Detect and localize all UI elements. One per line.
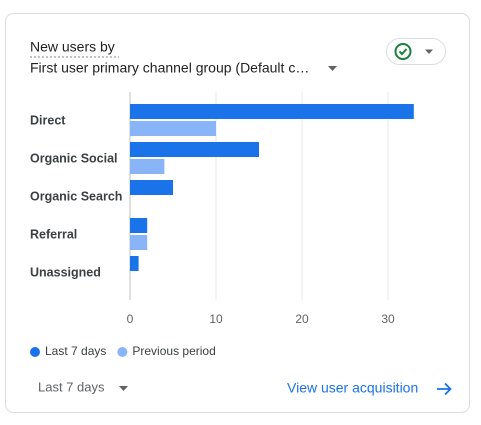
bar xyxy=(130,159,165,174)
x-tick-label: 30 xyxy=(381,312,395,326)
check-mark xyxy=(398,48,408,56)
link-arrow xyxy=(437,382,452,396)
category-label: Direct xyxy=(30,113,66,127)
x-tick-label: 0 xyxy=(127,312,134,326)
bar xyxy=(130,104,414,119)
view-link[interactable]: View user acquisition xyxy=(287,380,452,396)
date-range: Last 7 days xyxy=(38,379,105,394)
bar xyxy=(130,121,216,136)
legend-swatch xyxy=(117,347,128,357)
legend-label: Previous period xyxy=(132,344,215,358)
category-label: Referral xyxy=(30,227,77,241)
category-label: Organic Social xyxy=(30,151,118,165)
category-label: Organic Search xyxy=(30,189,122,203)
card-title: New users by xyxy=(30,39,115,55)
bar xyxy=(130,235,148,250)
category-label: Unassigned xyxy=(30,265,101,279)
date-caret xyxy=(119,386,128,391)
date-range-dropdown[interactable]: Last 7 days xyxy=(38,379,128,394)
status-caret xyxy=(425,49,433,54)
bar xyxy=(130,142,259,157)
status-button[interactable] xyxy=(386,38,446,65)
dimension-label: First user primary channel group (Defaul… xyxy=(30,60,309,76)
legend-swatch xyxy=(30,347,40,357)
dimension-dropdown[interactable]: First user primary channel group (Defaul… xyxy=(30,60,337,76)
check-circle xyxy=(394,43,412,60)
x-tick-label: 20 xyxy=(295,312,309,326)
dropdown-caret xyxy=(328,66,337,71)
x-tick-label: 10 xyxy=(209,312,223,326)
bar xyxy=(130,256,139,271)
bar xyxy=(130,180,173,195)
link-text: View user acquisition xyxy=(287,380,418,396)
bar xyxy=(130,218,148,233)
legend-label: Last 7 days xyxy=(45,344,106,358)
